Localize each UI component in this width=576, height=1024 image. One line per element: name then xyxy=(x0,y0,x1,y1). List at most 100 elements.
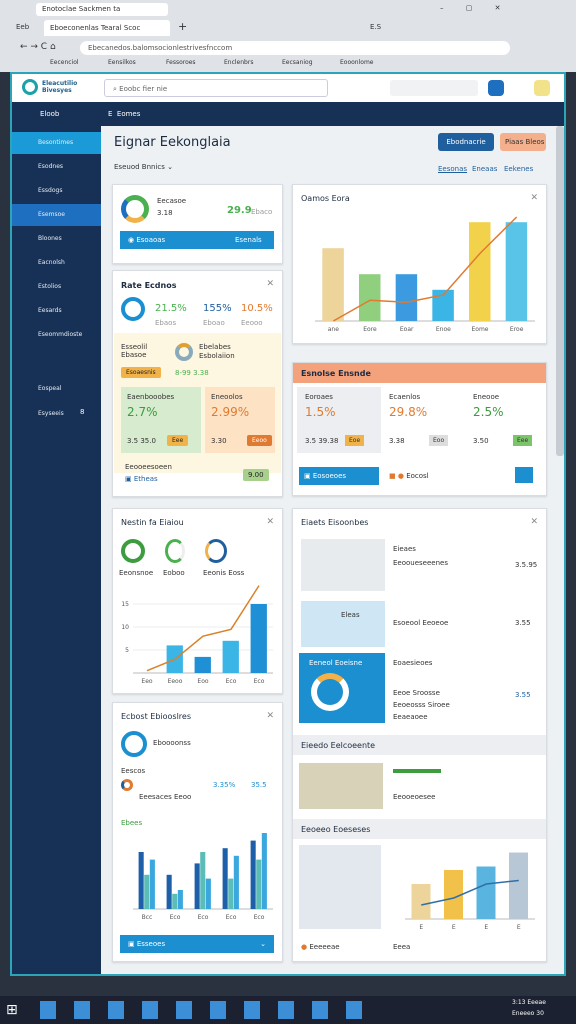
nav-item[interactable]: Eacnolsh xyxy=(38,259,65,266)
nav-item[interactable]: Essdogs xyxy=(38,187,63,194)
sidebar: Besontimes Esodnes Essdogs Esemsoe Bloones Ea… xyxy=(12,126,101,974)
scrollbar[interactable] xyxy=(556,126,564,456)
logo-text: Eleacutilio Bivesyes xyxy=(42,80,78,94)
close[interactable]: ✕ xyxy=(530,193,538,203)
avatar[interactable] xyxy=(534,80,550,96)
middle-label: ■ ● Eocosl xyxy=(389,472,429,480)
card-title: Rate Ecdnos xyxy=(121,281,177,290)
bookmark[interactable]: Enclenbrs xyxy=(224,59,254,66)
card-button[interactable]: ▣ Eosoeoes xyxy=(299,467,379,485)
button-right[interactable]: Esenals xyxy=(235,236,262,244)
card-button[interactable]: ▣ Esseoes ⌄ xyxy=(120,935,274,953)
bookmark[interactable]: Eecenciol xyxy=(50,59,79,66)
nav-buttons[interactable]: ← → C ⌂ xyxy=(20,42,56,52)
close[interactable]: ✕ xyxy=(266,279,274,289)
nav-item[interactable]: Eesards xyxy=(38,307,62,314)
tab[interactable]: Eneaas xyxy=(472,165,498,173)
trend-card: Esnolse Ensnde Eoroaes 1.5% 3.5 39.38 Eoe Ec… xyxy=(292,362,547,496)
secondary-button[interactable]: Piaas Bleos xyxy=(500,133,546,151)
y-tick-label: 15 xyxy=(121,601,129,608)
nav-item[interactable]: Besontimes xyxy=(12,132,101,154)
nav-item[interactable]: Esodnes xyxy=(38,163,64,170)
crumb[interactable]: Eomes xyxy=(116,110,141,118)
filter[interactable]: Eseuod Bnnics ⌄ xyxy=(114,163,173,171)
chip[interactable]: Eee xyxy=(167,435,189,446)
close[interactable]: ✕ xyxy=(266,517,274,527)
window-title: Enotoclae Sackmen ta xyxy=(36,3,168,16)
bar xyxy=(432,289,454,321)
x-tick-label: Eoar xyxy=(400,326,414,333)
list-title: Eescos xyxy=(121,767,146,775)
icon-button[interactable] xyxy=(515,467,533,483)
logo-icon xyxy=(22,79,38,95)
x-tick-label: Eco xyxy=(254,678,265,685)
bookmark[interactable]: Eooonlome xyxy=(340,59,374,66)
search-box[interactable]: ⌕ Eoobc fier nie xyxy=(104,79,328,97)
bar xyxy=(194,863,200,909)
notification-button[interactable] xyxy=(488,80,504,96)
button-label: Esoaoas xyxy=(136,236,166,244)
column-foot: 3.38 xyxy=(389,437,405,445)
x-tick-label: E xyxy=(484,924,488,931)
x-tick-label: E xyxy=(517,924,521,931)
card-button[interactable]: ◉ Esoaoas xyxy=(120,231,274,249)
nav-item[interactable]: Eospeal xyxy=(38,385,62,392)
chip[interactable]: Eoe xyxy=(345,435,365,446)
chip[interactable]: Eee xyxy=(513,435,533,446)
tab[interactable]: Eeb xyxy=(16,23,30,31)
new-tab[interactable]: + xyxy=(178,20,188,33)
filter-label: Eseuod Bnnics xyxy=(114,163,165,171)
column-title: Ecaenlos xyxy=(389,393,421,401)
primary-button[interactable]: Ebodnacrie xyxy=(438,133,494,151)
section-header: Eieedo Eelcoeente xyxy=(293,735,546,755)
bookmark[interactable]: Fessoroes xyxy=(166,59,196,66)
ring-label: Eeonis Eoss xyxy=(203,569,245,577)
row-sub: Eeooeoesee xyxy=(393,793,436,801)
window-controls[interactable]: – ▢ ✕ xyxy=(440,4,511,12)
crumb[interactable]: E xyxy=(108,110,113,118)
chip[interactable]: Esoaesnis xyxy=(121,367,161,378)
donut xyxy=(311,673,349,711)
summary-card: Eecasoe 3.18 29.9 Ebaco ◉ Esoaoas Esenal… xyxy=(112,184,283,264)
address-bar[interactable]: Ebecanedos.balomsocionlestrivesfnccom xyxy=(80,41,510,55)
bar xyxy=(200,852,206,909)
bar xyxy=(395,274,418,321)
chart: 5 10 15 Eeo Eeoo Eoo Eco Eco xyxy=(121,585,273,685)
start-button[interactable]: ⊞ xyxy=(6,1002,18,1018)
bar xyxy=(250,604,267,673)
header-field[interactable] xyxy=(390,80,478,96)
panel-title: Eneoolos xyxy=(211,393,243,401)
nav-item[interactable]: Estolios xyxy=(38,283,62,290)
taskbar-apps[interactable] xyxy=(40,1001,370,1019)
bookmark[interactable]: Eecsaniog xyxy=(282,59,313,66)
foot-button[interactable]: 9.00 xyxy=(243,469,269,481)
nav-item[interactable]: Esemsoe xyxy=(12,204,101,226)
bar xyxy=(172,893,178,909)
foot-link[interactable]: ▣ Etheas xyxy=(125,475,158,483)
nav-item[interactable]: Eseommdioste xyxy=(38,331,83,338)
chip[interactable]: Eoo xyxy=(429,435,449,446)
bar xyxy=(205,878,211,909)
bar xyxy=(476,866,496,919)
x-tick-label: ane xyxy=(328,326,339,333)
bar xyxy=(411,884,431,919)
nav-item[interactable]: Esyseeis xyxy=(38,410,64,417)
nav-item[interactable]: Bloones xyxy=(38,235,62,242)
row-label: Esseolil Ebasoe xyxy=(121,343,148,359)
close[interactable]: ✕ xyxy=(266,711,274,721)
panel-head: Eeneol Eoeisne xyxy=(309,659,363,667)
column-foot: 3.50 xyxy=(473,437,489,445)
ring xyxy=(205,539,227,563)
chip[interactable]: Eeoo xyxy=(247,435,272,446)
tab[interactable]: Eesonas xyxy=(438,165,468,173)
x-tick-label: Eroe xyxy=(510,326,524,333)
tab[interactable]: Eekenes xyxy=(504,165,534,173)
bar xyxy=(222,848,228,909)
active-tab[interactable]: Eboeconenlas Tearal Scoc xyxy=(44,20,170,36)
foot-text: Eeeeeae xyxy=(309,943,340,951)
close[interactable]: ✕ xyxy=(530,517,538,527)
row-sub: Eeooueseeenes xyxy=(393,559,448,567)
bookmark[interactable]: Eensilkos xyxy=(108,59,136,66)
top-bar-label: Eloob xyxy=(40,110,60,118)
